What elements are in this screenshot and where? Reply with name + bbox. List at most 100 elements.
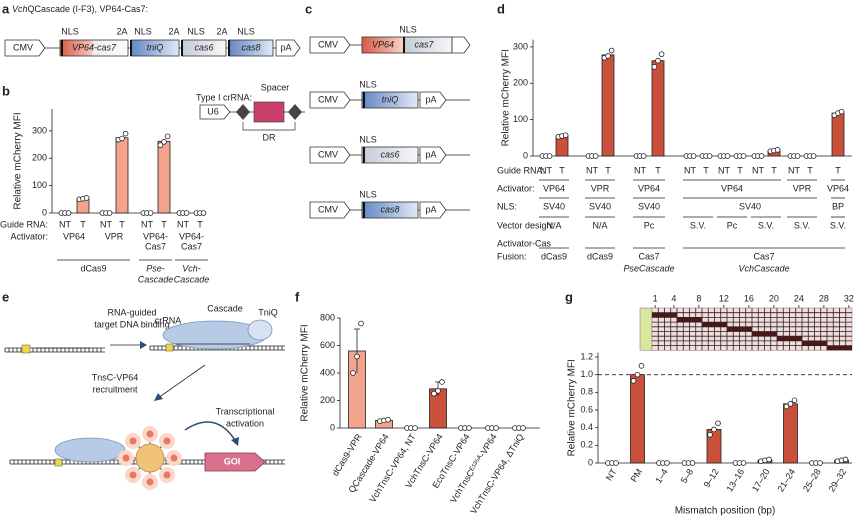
replicate-point [183,210,190,216]
row-label: Activator-Cas [497,238,552,248]
replicate-point [350,370,356,376]
e-text: Cascade [207,303,243,313]
nls-marker [61,40,63,56]
nls-marker [363,202,365,218]
replicate-point [592,153,599,159]
replicate-point [758,153,765,159]
cell-label: VchCascade [738,263,789,273]
promoter-label: CMV [318,204,338,214]
replicate-point [787,401,794,407]
x-tick-label: T [119,219,125,229]
terminator [419,91,447,109]
replicate-point [200,210,207,216]
replicate-point [435,388,441,394]
activator-label: VPR [105,231,124,241]
x-tick-label: NT [684,165,696,175]
replicate-point [810,153,817,159]
vp64 [170,454,178,462]
promoter [309,91,351,109]
end-label: pA [425,149,436,159]
replicate-point [794,153,801,159]
row-label: Guide RNA: [497,165,545,175]
replicate-point [766,456,772,463]
e-text: TnsC-VP64 [92,372,139,382]
panel-label: b [2,83,10,98]
row-label: Vector design: [497,220,554,230]
heatmap-tick-label: 28 [819,293,829,303]
mismatch-block [652,312,677,318]
nls-marker [228,40,230,56]
y-tick-label: 0 [588,457,593,467]
x-tick-label: NT [586,165,598,175]
gene-label: cas6 [380,149,399,159]
tag-label: NLS [359,134,377,144]
inset-title: Type I crRNA: [196,92,252,102]
replicate-point [791,397,798,404]
x-tick-label: NT [788,165,800,175]
replicate-point [439,379,445,385]
cell-label: Pc [727,220,738,230]
promoter [309,36,351,54]
x-tick-label: NT [752,165,764,175]
bar [157,140,171,214]
replicate-point [161,139,167,145]
tag-label: NLS [237,26,255,36]
replicate-point [689,460,696,466]
e-text: crRNA [155,315,182,325]
cell-label: dCas9 [541,251,567,261]
x-tick-label: T [835,165,841,175]
terminator [451,36,471,54]
element [275,39,301,57]
repeat [236,104,250,120]
replicate-point [613,460,619,466]
heatmap-tick-label: 8 [696,293,701,303]
replicate-point [520,425,526,431]
tniq [247,319,273,341]
replicate-point [783,403,790,410]
replicate-point [651,64,658,70]
group-label: Cascade [138,274,174,284]
y-tick-label: 300 [513,41,528,51]
mismatch-block [752,331,777,337]
tag-label: NLS [134,26,152,36]
mismatch-block [677,317,702,323]
cell-label: SV40 [638,201,660,211]
e-text: activation [226,418,264,428]
replicate-point [774,147,781,153]
heatmap-tick-label: 20 [769,293,779,303]
replicate-point [706,153,713,159]
promoter-label: CMV [318,94,338,104]
promoter [199,104,231,120]
replicate-point [147,210,154,216]
y-tick-label: 0.2 [580,440,593,450]
replicate-point [608,47,615,54]
terminator [419,201,447,219]
e-text: target DNA binding [94,319,170,329]
cell-label: BP [832,201,844,211]
promoter-label: CMV [318,39,338,49]
cell-label: S.V. [758,220,774,230]
replicate-point [358,320,364,327]
x-tick-label: T [605,165,611,175]
row-label: Activator: [497,183,535,193]
arrow [184,421,236,441]
vp64 [129,437,137,445]
a-title-italic: Vch [12,4,28,14]
bracket [242,122,296,131]
spacer [253,101,285,123]
gene-label: cas7 [414,39,434,49]
end-label: pA [425,94,436,104]
tag-label: NLS [359,189,377,199]
bar [651,60,665,157]
cell-label: Pc [644,220,655,230]
x-tick-label: NT [177,219,189,229]
goi-label: GOI [224,456,241,466]
y-tick-label: 0.4 [580,422,593,432]
e-text: Transcriptional [216,406,275,416]
replicate-point [724,153,731,159]
row-label: Activator: [10,231,48,241]
vp64 [129,471,137,479]
nls-marker [181,40,183,56]
x-axis-label: Mismatch position (bp) [675,506,776,517]
